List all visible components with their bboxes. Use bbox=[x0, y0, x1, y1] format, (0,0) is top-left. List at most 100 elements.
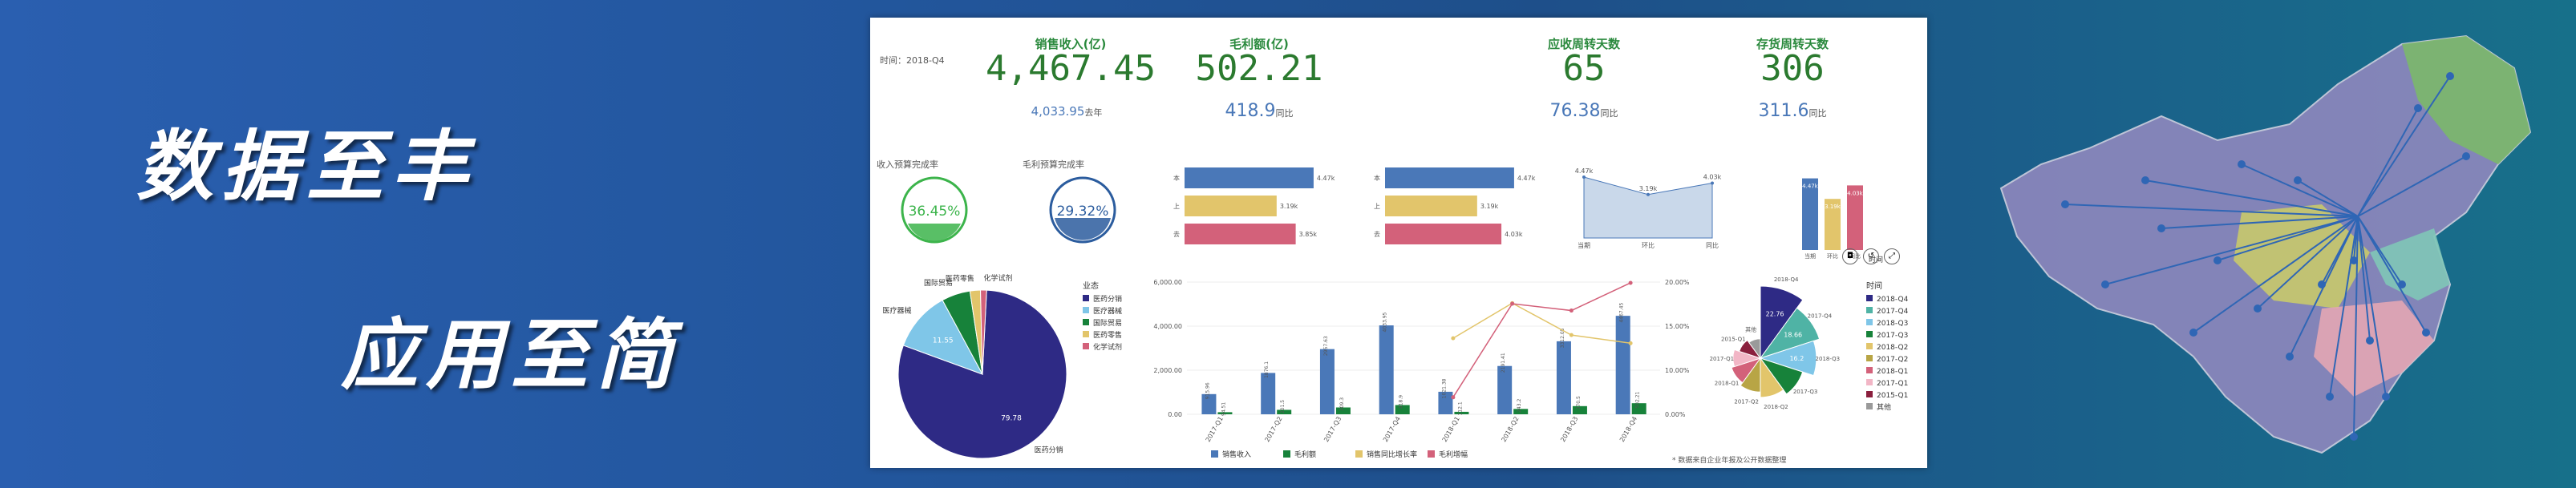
x-tick-label: 2017-Q2 bbox=[1263, 415, 1283, 443]
rose-slice bbox=[1759, 357, 1804, 395]
bar-data-label: 2191.41 bbox=[1501, 353, 1506, 373]
bar-data-label: 3.19k bbox=[1280, 203, 1298, 210]
bar bbox=[1497, 365, 1513, 414]
y-tick-label: 2,000.00 bbox=[1153, 367, 1182, 374]
rose-legend-swatch bbox=[1866, 355, 1873, 361]
rose-legend-label: 其他 bbox=[1877, 402, 1891, 412]
rose-legend-label: 2017-Q4 bbox=[1877, 308, 1909, 316]
pie-category-label: 医疗器械 bbox=[882, 305, 911, 315]
map-city-dot bbox=[2294, 176, 2302, 184]
bar bbox=[1631, 403, 1646, 414]
map-city-dot bbox=[2286, 353, 2294, 361]
map-flow-line bbox=[2161, 216, 2359, 229]
bar-data-label: 3312.05 bbox=[1560, 328, 1565, 348]
map-city-dot bbox=[2350, 256, 2358, 264]
pie-category-label: 化学试剂 bbox=[984, 273, 1013, 283]
bar-data-label: 4033.95 bbox=[1383, 312, 1388, 332]
map-flow-line bbox=[2257, 216, 2359, 309]
bar bbox=[1335, 407, 1351, 414]
expand-icon[interactable]: ⤢ bbox=[1884, 248, 1900, 264]
bar bbox=[1513, 409, 1529, 414]
rose-category-label: 2017-Q2 bbox=[1734, 398, 1759, 405]
x-tick-label: 2018-Q2 bbox=[1500, 415, 1520, 443]
camera-icon[interactable]: ◘ bbox=[1842, 248, 1858, 264]
bar bbox=[1185, 196, 1277, 216]
area-point bbox=[1711, 181, 1714, 185]
bar-category-label: 本 bbox=[1173, 174, 1180, 182]
reset-icon[interactable]: ↺ bbox=[1863, 248, 1879, 264]
line-series bbox=[1452, 302, 1631, 345]
line-point bbox=[1628, 280, 1633, 285]
rose-category-label: 2017-Q3 bbox=[1793, 389, 1818, 395]
kpi-sub-suffix: 同比 bbox=[1275, 108, 1294, 119]
kpi-sub-suffix: 去年 bbox=[1084, 107, 1103, 118]
kpi-sub-value: 311.6 bbox=[1758, 101, 1809, 121]
pie-legend-swatch bbox=[1083, 331, 1089, 337]
bar-data-label: 915.96 bbox=[1205, 382, 1210, 399]
map-flow-line bbox=[2357, 107, 2419, 217]
bar-data-label: 4.47k bbox=[1317, 175, 1335, 182]
map-city-dot bbox=[2414, 104, 2422, 112]
rose-legend-label: 2018-Q3 bbox=[1877, 320, 1908, 328]
line-point bbox=[1569, 309, 1574, 313]
bar-data-label: 4.03k bbox=[1505, 231, 1523, 238]
rose-category-label: 2018-Q1 bbox=[1715, 380, 1740, 386]
gauge-label-revenue: 收入预算完成率 bbox=[877, 159, 938, 170]
map-city-dot bbox=[2101, 280, 2109, 288]
map-city-dot bbox=[2366, 337, 2374, 345]
map-city-dot bbox=[2462, 152, 2470, 160]
bar-category-label: 去 bbox=[1173, 230, 1180, 238]
map-city-dot bbox=[2382, 393, 2390, 401]
kpi-value-inventory-days: 306 bbox=[1760, 48, 1825, 89]
y2-tick-label: 15.00% bbox=[1665, 323, 1690, 330]
trend-area-chart: 4.47k 当期 3.19k 环比 4.03k 同比 bbox=[1575, 167, 1722, 249]
bar-x-label: 当期 bbox=[1804, 252, 1816, 260]
rose-legend-swatch bbox=[1866, 391, 1873, 397]
map-flow-line bbox=[2357, 155, 2467, 217]
map-city-dot bbox=[2422, 329, 2430, 337]
bar-data-label: 4.03k bbox=[1847, 190, 1864, 196]
bar bbox=[1217, 412, 1233, 414]
map-city-dot bbox=[2350, 433, 2358, 441]
bar bbox=[1385, 167, 1514, 188]
kpi-value-receivable-days: 65 bbox=[1562, 48, 1606, 89]
slogan-secondary: 应用至简 bbox=[341, 309, 681, 400]
bar bbox=[1277, 409, 1292, 414]
x-tick-label: 2018-Q1 bbox=[1441, 415, 1461, 443]
bar-category-label: 本 bbox=[1374, 174, 1380, 182]
rose-slice bbox=[1739, 339, 1762, 359]
kpi-sub-suffix: 同比 bbox=[1600, 108, 1618, 119]
pie-category-label: 医药分销 bbox=[1035, 446, 1063, 455]
bar bbox=[1395, 405, 1410, 414]
bar-data-label: 502.21 bbox=[1635, 392, 1641, 409]
gauge-value-profit: 29.32% bbox=[1057, 204, 1109, 220]
pie-slice bbox=[902, 299, 984, 375]
map-region-northeast bbox=[2402, 36, 2530, 164]
pie-legend-title: 业态 bbox=[1083, 280, 1099, 291]
map-city-dot bbox=[2189, 329, 2197, 337]
quarter-rose-chart: 22.76 2018-Q4 18.66 2017-Q4 16.2 2018-Q3 2017-… bbox=[1710, 276, 1909, 412]
bar-data-label: 309.3 bbox=[1339, 397, 1345, 411]
map-region-south bbox=[2314, 300, 2434, 397]
map-flow-line bbox=[2104, 216, 2359, 285]
pie-legend-label: 化学试剂 bbox=[1093, 342, 1122, 352]
rose-legend-title: 时间 bbox=[1866, 280, 1882, 291]
bar-data-label: 3.19k bbox=[1825, 204, 1841, 210]
map-city-dot bbox=[2238, 160, 2246, 168]
map-flow-line bbox=[2241, 163, 2359, 217]
line-point bbox=[1510, 301, 1515, 306]
kpi-title-inventory-days: 存货周转天数 bbox=[1756, 37, 1829, 51]
bar-data-label: 418.9 bbox=[1399, 395, 1404, 409]
map-flow-line bbox=[2217, 216, 2359, 261]
map-flow-line bbox=[2329, 216, 2359, 397]
bar-x-label: 环比 bbox=[1827, 252, 1838, 260]
map-flow-line bbox=[2064, 204, 2359, 217]
area-point bbox=[1646, 192, 1650, 196]
y2-tick-label: 20.00% bbox=[1665, 279, 1690, 286]
bar-data-label: 1876.1 bbox=[1264, 361, 1270, 378]
kpi-value-revenue: 4,467.45 bbox=[986, 48, 1156, 89]
line-point bbox=[1628, 341, 1633, 345]
bar-data-label: 2957.63 bbox=[1323, 336, 1329, 356]
bar-data-label: 4467.45 bbox=[1619, 303, 1625, 323]
map-flow-line bbox=[2353, 216, 2359, 261]
